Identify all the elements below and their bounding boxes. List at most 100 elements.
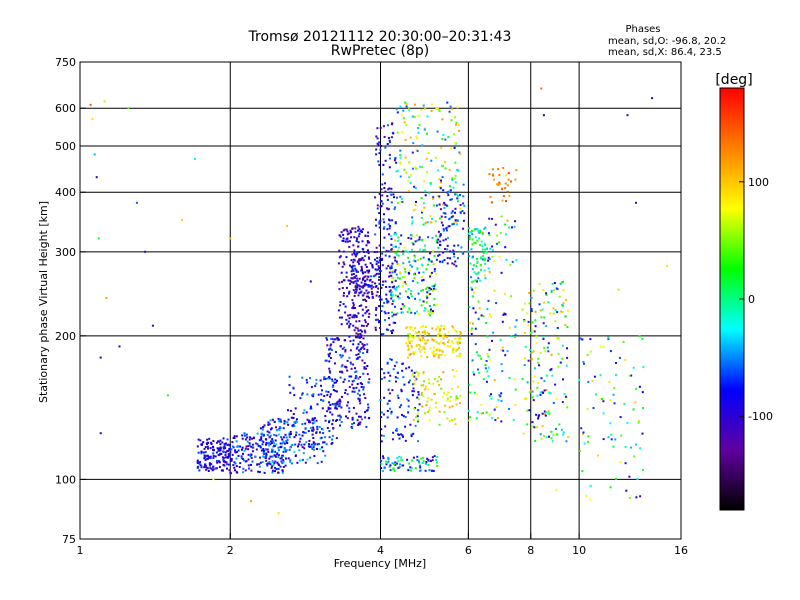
data-point — [408, 342, 411, 344]
data-point — [504, 182, 507, 185]
data-point — [478, 371, 481, 374]
data-point — [415, 370, 418, 373]
data-point — [424, 342, 427, 345]
data-point — [334, 381, 337, 384]
data-point — [315, 431, 318, 434]
data-point — [358, 232, 361, 235]
data-point — [530, 296, 533, 299]
data-point — [498, 394, 501, 397]
data-point — [382, 333, 385, 335]
data-point — [351, 253, 354, 256]
data-point — [589, 484, 592, 487]
data-point — [376, 291, 379, 293]
data-point — [630, 446, 632, 449]
data-point — [401, 311, 404, 314]
data-point — [363, 329, 366, 332]
data-point — [365, 250, 368, 253]
data-point — [392, 299, 395, 302]
data-point — [355, 253, 358, 256]
data-point — [441, 335, 444, 338]
data-point — [311, 444, 314, 447]
data-point — [403, 275, 406, 278]
data-point — [553, 289, 556, 292]
data-point — [328, 370, 331, 373]
data-point — [540, 87, 543, 90]
data-point — [549, 392, 552, 395]
data-point — [397, 263, 400, 266]
data-point — [615, 362, 617, 364]
data-point — [455, 395, 458, 398]
data-point — [377, 268, 380, 271]
data-point — [360, 265, 363, 268]
data-point — [225, 461, 228, 464]
data-point — [566, 396, 569, 399]
data-point — [367, 406, 370, 409]
data-point — [436, 326, 439, 329]
data-point — [237, 454, 240, 457]
data-point — [374, 274, 377, 277]
data-point — [217, 447, 220, 450]
data-point — [387, 188, 390, 191]
data-point — [262, 450, 265, 452]
data-point — [247, 464, 250, 467]
data-point — [474, 242, 477, 244]
data-point — [487, 267, 490, 270]
data-point — [480, 314, 483, 317]
data-point — [401, 276, 404, 279]
data-point — [468, 419, 471, 422]
data-point — [444, 333, 447, 335]
data-point — [414, 187, 417, 190]
data-point — [359, 421, 362, 424]
data-point — [350, 277, 353, 280]
data-point — [416, 331, 419, 334]
data-point — [328, 377, 331, 380]
data-point — [628, 374, 631, 377]
data-point — [433, 270, 436, 273]
data-point — [468, 235, 471, 237]
data-point — [386, 195, 389, 198]
data-point — [308, 439, 311, 442]
data-point — [589, 350, 592, 353]
data-point — [591, 380, 594, 383]
data-point — [301, 446, 304, 449]
data-point — [418, 464, 421, 467]
data-point — [338, 418, 341, 421]
data-point — [454, 423, 457, 426]
data-point — [641, 432, 644, 435]
data-point — [315, 419, 318, 422]
data-point — [338, 288, 341, 291]
data-point — [420, 355, 423, 358]
data-point — [537, 361, 540, 364]
data-point — [452, 223, 455, 225]
data-point — [366, 373, 369, 376]
data-point — [486, 352, 489, 355]
data-point — [608, 380, 611, 383]
data-point — [422, 337, 425, 339]
data-point — [441, 261, 444, 264]
data-point — [347, 279, 350, 282]
data-point — [457, 385, 460, 388]
data-point — [477, 300, 480, 303]
data-point — [541, 412, 544, 415]
data-point — [414, 256, 416, 259]
data-point — [276, 429, 279, 432]
chart-title: Tromsø 20121112 20:30:00–20:31:43 — [248, 29, 512, 45]
data-point — [434, 283, 437, 286]
data-point — [488, 234, 491, 237]
data-point — [375, 285, 377, 288]
data-point — [345, 238, 348, 241]
data-point — [434, 288, 437, 291]
data-point — [354, 291, 357, 294]
data-point — [638, 385, 641, 388]
data-point — [241, 446, 244, 449]
data-point — [315, 382, 318, 385]
data-point — [422, 394, 425, 397]
data-point — [268, 457, 271, 460]
data-point — [419, 257, 422, 260]
data-point — [459, 152, 462, 155]
data-point — [310, 386, 313, 389]
data-point — [421, 264, 424, 267]
data-point — [492, 331, 495, 334]
data-point — [432, 263, 435, 266]
data-point — [337, 405, 340, 408]
